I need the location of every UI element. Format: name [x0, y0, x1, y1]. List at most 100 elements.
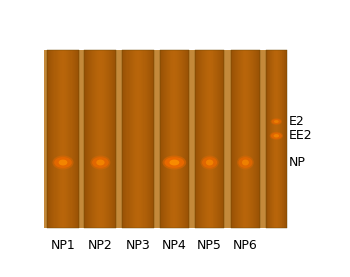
Bar [203, 50, 204, 229]
Bar [187, 50, 188, 229]
Bar [202, 50, 203, 229]
Bar [165, 50, 166, 229]
Bar [63, 50, 64, 229]
Bar [150, 50, 151, 229]
Bar [199, 50, 200, 229]
Bar [270, 50, 271, 229]
Bar [49, 50, 50, 229]
Bar [168, 50, 169, 229]
Bar [212, 50, 214, 229]
Bar [173, 50, 174, 229]
Bar [102, 50, 103, 229]
Ellipse shape [274, 120, 279, 123]
Bar [72, 50, 74, 229]
Bar [89, 50, 90, 229]
Bar [211, 50, 212, 229]
Bar [240, 50, 241, 229]
Bar [52, 50, 54, 229]
Bar [62, 50, 63, 229]
Ellipse shape [96, 160, 105, 165]
Bar [86, 50, 88, 229]
Bar [99, 50, 100, 229]
Bar [259, 50, 260, 229]
Ellipse shape [237, 155, 254, 170]
Bar [236, 50, 237, 229]
Bar [105, 50, 106, 229]
Bar [76, 50, 77, 229]
Bar [279, 50, 280, 229]
Bar [160, 50, 189, 229]
Bar [250, 50, 251, 229]
Bar [181, 50, 182, 229]
Bar [245, 50, 246, 229]
Ellipse shape [202, 157, 217, 168]
Bar [161, 50, 162, 229]
Bar [220, 50, 221, 229]
Ellipse shape [272, 119, 281, 124]
Bar [147, 50, 148, 229]
Bar [285, 50, 286, 229]
Bar [128, 50, 130, 229]
Bar [170, 50, 172, 229]
Ellipse shape [270, 132, 283, 140]
Bar [210, 50, 211, 229]
Bar [160, 50, 161, 229]
Bar [132, 50, 133, 229]
Bar [269, 50, 270, 229]
Bar [196, 50, 197, 229]
Bar [67, 50, 68, 229]
Bar [241, 50, 243, 229]
Bar [54, 50, 55, 229]
Bar [85, 50, 86, 229]
Bar [90, 50, 91, 229]
Bar [131, 50, 132, 229]
Ellipse shape [242, 160, 249, 165]
Bar [88, 50, 89, 229]
Bar [244, 50, 245, 229]
Bar [47, 50, 48, 229]
Bar [167, 50, 168, 229]
Bar [271, 50, 272, 229]
Bar [124, 50, 125, 229]
Text: NP1: NP1 [51, 239, 75, 252]
Bar [104, 50, 105, 229]
Bar [135, 50, 136, 229]
Bar [222, 50, 223, 229]
Bar [50, 50, 51, 229]
Bar [107, 50, 108, 229]
Bar [134, 50, 135, 229]
Bar [70, 50, 71, 229]
Bar [201, 50, 202, 229]
Bar [163, 50, 164, 229]
Bar [253, 50, 254, 229]
Bar [247, 50, 248, 229]
Bar [282, 50, 283, 229]
Bar [136, 50, 137, 229]
Ellipse shape [92, 157, 109, 168]
Bar [255, 50, 256, 229]
Bar [281, 50, 282, 229]
Bar [152, 50, 153, 229]
Bar [123, 50, 124, 229]
Bar [249, 50, 250, 229]
Bar [216, 50, 217, 229]
Bar [110, 50, 111, 229]
Bar [273, 50, 274, 229]
Bar [169, 50, 170, 229]
Bar [217, 50, 218, 229]
Ellipse shape [238, 157, 252, 168]
Bar [78, 50, 79, 229]
Bar [84, 50, 85, 229]
Ellipse shape [271, 118, 282, 125]
Bar [153, 50, 154, 229]
Bar [258, 50, 259, 229]
Bar [177, 50, 178, 229]
Bar [231, 50, 260, 229]
Ellipse shape [52, 155, 74, 170]
Bar [195, 50, 224, 229]
Bar [223, 50, 224, 229]
Bar [233, 50, 234, 229]
Bar [97, 50, 98, 229]
Bar [144, 50, 145, 229]
Bar [130, 50, 131, 229]
